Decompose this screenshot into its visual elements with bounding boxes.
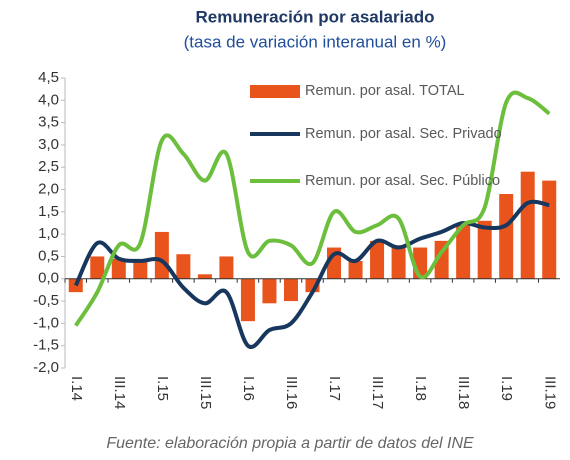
y-tick-label: 3,0 (38, 136, 59, 153)
y-tick-label: -1,0 (33, 314, 59, 331)
bar (348, 260, 363, 279)
bar (391, 245, 406, 279)
y-tick-label: 0,0 (38, 270, 59, 287)
bar (219, 256, 234, 279)
y-tick-label: 4,0 (38, 91, 59, 108)
y-tick-label: 1,5 (38, 203, 59, 220)
y-tick-label: 0,5 (38, 247, 59, 264)
x-tick-label: I.18 (412, 376, 429, 401)
chart-subtitle: (tasa de variación interanual en %) (184, 32, 447, 51)
bar (283, 278, 298, 302)
bar (477, 220, 492, 279)
y-tick-label: -2,0 (33, 359, 59, 376)
legend-label: Remun. por asal. TOTAL (305, 83, 465, 99)
bar (197, 274, 212, 279)
x-tick-label: I.15 (154, 376, 171, 401)
y-tick-label: -0,5 (33, 292, 59, 309)
legend-label: Remun. por asal. Sec. Privado (305, 126, 502, 142)
x-tick-label: I.17 (326, 376, 343, 401)
bar (111, 258, 126, 279)
legend-label: Remun. por asal. Sec. Público (305, 173, 501, 189)
x-tick-label: I.16 (240, 376, 257, 401)
bar (520, 171, 535, 279)
bar (370, 240, 385, 279)
bar (262, 278, 277, 304)
bar (542, 180, 557, 279)
x-tick-label: III.15 (197, 376, 214, 409)
x-tick-label: III.18 (455, 376, 472, 409)
x-tick-label: I.14 (68, 376, 85, 401)
x-tick-label: III.19 (541, 376, 558, 409)
line (74, 90, 551, 327)
legend-swatch (250, 85, 300, 98)
x-tick-label: III.17 (369, 376, 386, 409)
bar (499, 194, 514, 279)
y-tick-label: 1,0 (38, 225, 59, 242)
bar (154, 231, 169, 279)
bar (456, 225, 471, 279)
y-tick-label: 3,5 (38, 114, 59, 131)
x-tick-label: III.16 (283, 376, 300, 409)
bar (176, 254, 191, 279)
source-note: Fuente: elaboración propia a partir de d… (106, 435, 474, 452)
y-tick-label: 4,5 (38, 69, 59, 86)
bar (133, 260, 148, 279)
x-tick-label: I.19 (498, 376, 515, 401)
y-tick-label: -1,5 (33, 337, 59, 354)
y-tick-label: 2,0 (38, 181, 59, 198)
bar (90, 256, 105, 279)
x-tick-label: III.14 (111, 376, 128, 409)
y-tick-label: 2,5 (38, 158, 59, 175)
chart-title: Remuneración por asalariado (195, 7, 434, 26)
bar (240, 278, 255, 322)
